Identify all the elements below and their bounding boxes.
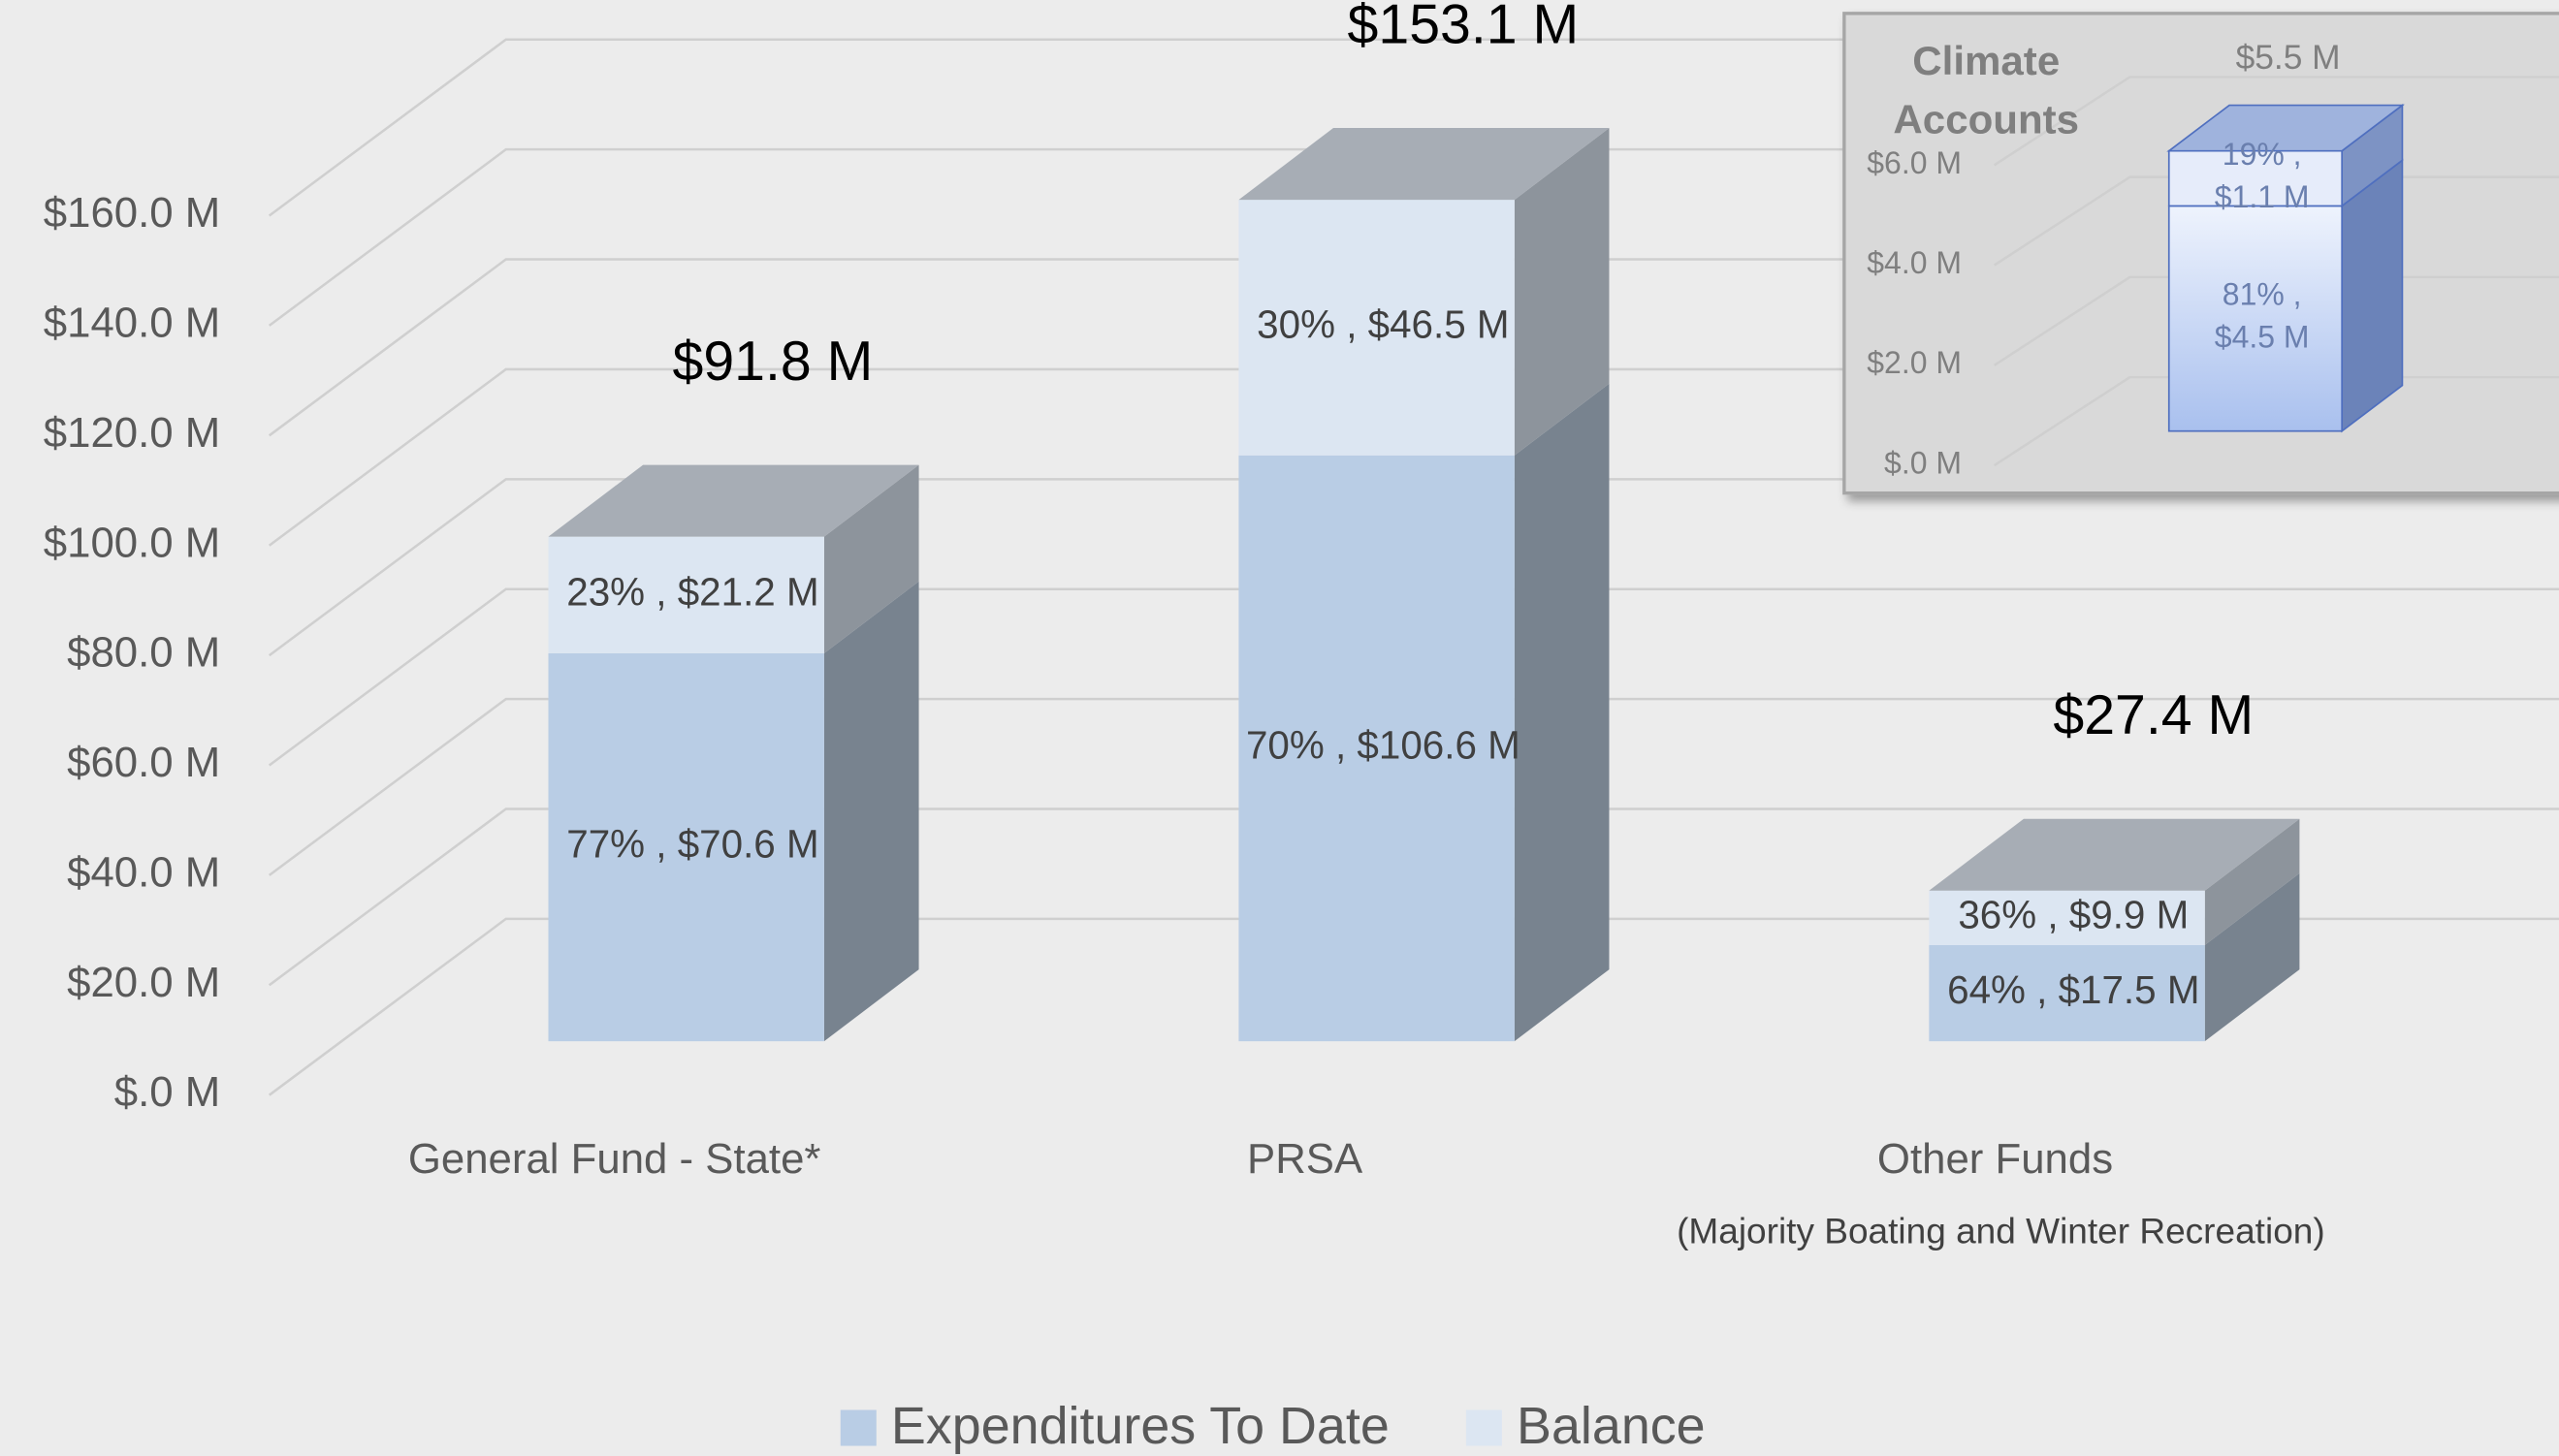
legend-label: Balance <box>1517 1397 1706 1455</box>
y-tick-label: $140.0 M <box>44 299 220 346</box>
value-label: 70% , $106.6 M <box>1246 723 1520 768</box>
legend-swatch <box>840 1409 877 1446</box>
bar-side <box>1514 128 1610 456</box>
y-tick-label: $80.0 M <box>67 629 220 677</box>
legend-swatch <box>1465 1409 1502 1446</box>
bar <box>1929 890 2205 945</box>
bar-top <box>548 464 919 537</box>
value-label: 64% , $17.5 M <box>1947 967 2199 1012</box>
total-label: $153.1 M <box>1348 0 1580 55</box>
grid-line <box>1993 76 2559 167</box>
grid-line <box>1993 375 2559 467</box>
bar <box>1929 944 2205 1042</box>
value-label: 19% , $1.1 M <box>2215 138 2310 215</box>
y-tick-label: $6.0 M <box>1867 145 1962 180</box>
value-label: 36% , $9.9 M <box>1958 893 2189 937</box>
y-tick-label: $40.0 M <box>67 848 220 896</box>
x-tick-label: General Fund - State* <box>408 1135 821 1183</box>
bar-top <box>1929 818 2300 891</box>
value-label: 77% , $70.6 M <box>566 822 818 867</box>
y-tick-label: $160.0 M <box>44 189 220 237</box>
y-tick-label: $100.0 M <box>44 519 220 566</box>
y-tick-label: $2.0 M <box>1867 345 1962 380</box>
bar <box>1238 200 1515 456</box>
y-tick-label: $.0 M <box>1884 445 1962 480</box>
bar-side <box>823 581 919 1042</box>
bar <box>2167 205 2343 432</box>
bar-side <box>1514 383 1610 1042</box>
total-label: $5.5 M <box>2236 39 2341 77</box>
value-label: 23% , $21.2 M <box>566 569 818 614</box>
grid-line <box>268 807 2559 987</box>
bar-top <box>1238 128 1610 201</box>
value-label: 30% , $46.5 M <box>1257 302 1509 347</box>
bar-side <box>2204 818 2300 945</box>
grid-line <box>1993 175 2559 267</box>
total-label: $27.4 M <box>2053 684 2254 746</box>
grid-line <box>268 917 2559 1096</box>
category-annotation: (Majority Boating and Winter Recreation) <box>1677 1211 2325 1251</box>
x-tick-label: PRSA <box>1247 1135 1363 1183</box>
inset-title: Climate Accounts <box>1893 38 2079 142</box>
y-tick-label: $4.0 M <box>1867 245 1962 280</box>
bar <box>548 652 824 1042</box>
grid-line <box>268 697 2559 876</box>
y-tick-label: $.0 M <box>114 1068 220 1116</box>
grid-line <box>268 587 2559 767</box>
bar-side <box>2341 158 2404 433</box>
bar-side <box>823 464 919 653</box>
grid-line <box>1993 275 2559 366</box>
y-tick-label: $20.0 M <box>67 959 220 1006</box>
bar <box>1238 455 1515 1042</box>
bar <box>548 536 824 653</box>
bar-side <box>2204 872 2300 1042</box>
y-tick-label: $60.0 M <box>67 739 220 786</box>
legend-label: Expenditures To Date <box>891 1397 1390 1455</box>
main-chart: $.0 M $20.0 M $40.0 M $60.0 M $80.0 M $100.0 … <box>44 0 2559 1455</box>
bar <box>2167 149 2343 207</box>
total-label: $91.8 M <box>673 331 874 393</box>
x-tick-label: Other Funds <box>1877 1135 2113 1183</box>
y-tick-label: $120.0 M <box>44 409 220 457</box>
value-label: 81% , $4.5 M <box>2215 277 2310 355</box>
bar-top <box>2166 104 2405 152</box>
